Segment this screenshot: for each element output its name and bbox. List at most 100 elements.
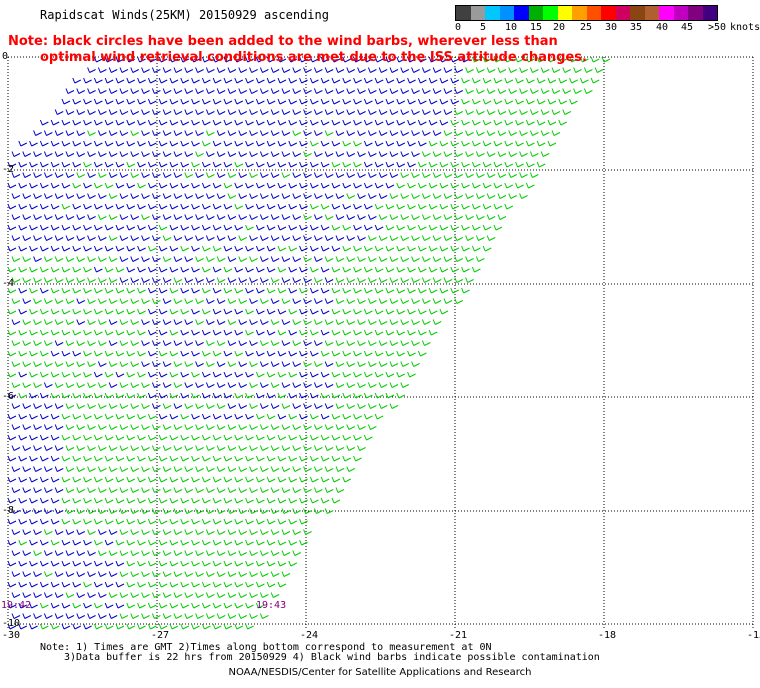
wind-barb	[270, 130, 280, 136]
wind-barb	[519, 172, 528, 178]
wind-barb	[223, 581, 233, 588]
wind-barb	[259, 214, 269, 220]
wind-barb	[281, 130, 291, 136]
wind-barb	[216, 256, 226, 262]
wind-barb	[374, 203, 384, 210]
wind-barb	[367, 214, 377, 220]
wind-barb	[313, 319, 323, 325]
wind-barb	[245, 350, 254, 357]
wind-barb	[87, 340, 96, 346]
wind-barb	[249, 88, 258, 94]
wind-barb	[201, 623, 211, 630]
wind-barb	[162, 319, 172, 325]
wind-barb	[266, 413, 276, 420]
wind-barb	[50, 308, 60, 315]
wind-barb	[238, 214, 248, 220]
wind-barb	[288, 77, 298, 84]
wind-barb	[43, 550, 53, 556]
wind-barb	[461, 245, 470, 252]
wind-barb	[151, 508, 161, 514]
wind-barb	[378, 109, 388, 115]
wind-barb	[180, 119, 190, 126]
wind-barb	[104, 476, 114, 483]
wind-barb	[76, 550, 86, 556]
wind-barb	[212, 350, 222, 357]
wind-barb	[270, 214, 280, 220]
wind-barb	[432, 109, 442, 115]
wind-barb	[439, 245, 449, 252]
wind-barb	[169, 119, 179, 126]
wind-barb	[180, 581, 190, 588]
wind-barb	[184, 487, 194, 493]
wind-barb	[65, 508, 75, 514]
wind-barb	[439, 287, 449, 294]
wind-barb	[7, 581, 17, 588]
wind-barb	[191, 161, 200, 168]
wind-barb	[11, 277, 21, 283]
wind-barb	[223, 119, 233, 126]
wind-barb	[515, 77, 524, 84]
wind-barb	[569, 98, 578, 105]
wind-barb	[18, 329, 28, 336]
wind-barb	[184, 214, 194, 220]
wind-barb	[93, 119, 103, 126]
wind-barb	[43, 466, 53, 472]
wind-barb	[22, 403, 32, 409]
wind-barb	[173, 256, 183, 262]
legend-tick: 25	[580, 22, 593, 33]
wind-barb	[201, 434, 211, 441]
wind-barb	[195, 529, 204, 535]
wind-barb	[465, 172, 474, 178]
wind-barb	[147, 518, 157, 525]
wind-barb	[335, 109, 345, 115]
wind-barb	[72, 602, 82, 609]
wind-barb	[450, 266, 460, 273]
wind-barb	[191, 182, 200, 189]
wind-barb	[173, 466, 183, 472]
wind-barb	[151, 340, 161, 346]
wind-barb	[342, 329, 352, 336]
wind-barb	[93, 329, 103, 336]
wind-barb	[87, 214, 96, 220]
wind-barb	[50, 266, 60, 273]
wind-barb	[223, 245, 233, 252]
wind-barb	[201, 560, 211, 567]
wind-barb	[115, 455, 125, 462]
wind-barb	[87, 508, 96, 514]
wind-barb	[223, 329, 233, 336]
wind-barb	[547, 119, 557, 126]
wind-barb	[205, 88, 215, 94]
wind-barb	[39, 560, 49, 567]
wind-barb	[303, 214, 312, 220]
wind-barb	[346, 340, 356, 346]
wind-barb	[22, 340, 32, 346]
wind-barb	[450, 245, 460, 252]
wind-barb	[147, 245, 157, 252]
wind-barb	[238, 319, 248, 325]
wind-barb	[299, 119, 308, 126]
wind-barb	[299, 455, 308, 462]
wind-barb	[115, 350, 125, 357]
wind-barb	[363, 56, 373, 63]
wind-barb	[205, 424, 215, 430]
wind-barb	[259, 550, 269, 556]
wind-barb	[93, 371, 103, 378]
wind-barb	[104, 266, 114, 273]
wind-barb	[11, 487, 21, 493]
wind-barb	[22, 214, 32, 220]
wind-barb	[299, 476, 308, 483]
wind-barb	[439, 140, 449, 147]
wind-barb	[313, 151, 323, 157]
wind-barb	[195, 67, 204, 73]
wind-barb	[39, 329, 49, 336]
wind-barb	[97, 361, 107, 367]
wind-barb	[158, 245, 168, 252]
wind-barb	[126, 350, 136, 357]
wind-barb	[504, 161, 514, 168]
wind-barb	[281, 340, 291, 346]
wind-barb	[335, 319, 345, 325]
wind-barb	[497, 172, 507, 178]
wind-barb	[216, 193, 226, 199]
wind-barb	[22, 382, 32, 388]
wind-barb	[108, 256, 118, 262]
